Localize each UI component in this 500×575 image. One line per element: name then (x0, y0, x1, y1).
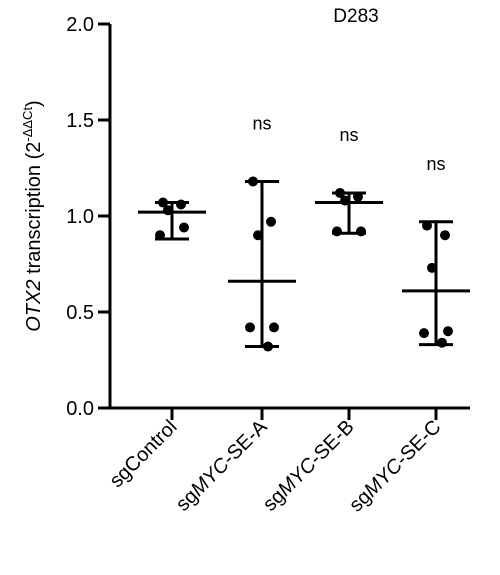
data-point (269, 322, 279, 333)
x-tick-label: sgMYC-SE-A (172, 416, 272, 516)
y-axis-label-gene: OTX2 (23, 279, 45, 331)
y-axis-label-close: ) (23, 100, 45, 107)
x-tick-label: sgMYC-SE-B (259, 416, 359, 516)
data-point (419, 328, 429, 339)
data-group: ns (402, 154, 470, 348)
x-tick-label: sgControl (105, 416, 181, 492)
data-point (263, 341, 273, 352)
y-tick-label: 2.0 (66, 14, 94, 36)
data-group (138, 197, 206, 241)
significance-label: ns (339, 125, 358, 145)
svg-text:OTX2 transcription (2-ΔΔCt): OTX2 transcription (2-ΔΔCt) (20, 100, 45, 331)
y-tick-label: 0.5 (66, 302, 94, 324)
data-point (179, 222, 189, 233)
y-axis-label-text: transcription (2 (23, 142, 45, 280)
y-axis-label-exponent: -ΔΔCt (20, 107, 35, 142)
significance-label: ns (426, 154, 445, 174)
data-point (422, 220, 432, 231)
data-point (437, 337, 447, 348)
data-point (440, 230, 450, 241)
data-point (176, 199, 186, 210)
data-point (266, 216, 276, 227)
data-group: ns (315, 125, 383, 237)
y-tick-label: 0.0 (66, 398, 94, 420)
x-tick-label: sgMYC-SE-C (345, 416, 445, 516)
data-groups: ns ns ns (138, 113, 470, 352)
y-axis-label: OTX2 transcription (2-ΔΔCt) (20, 100, 45, 331)
data-point (163, 205, 173, 216)
data-point (427, 262, 437, 273)
data-point (253, 230, 263, 241)
data-point (332, 226, 342, 237)
data-point (245, 322, 255, 333)
data-point (340, 195, 350, 206)
significance-label: ns (252, 113, 271, 133)
data-point (356, 226, 366, 237)
data-point (155, 230, 165, 241)
data-point (248, 176, 258, 187)
data-point (335, 187, 345, 198)
x-axis (108, 406, 470, 420)
y-tick-label: 1.5 (66, 110, 94, 132)
data-point (353, 191, 363, 202)
y-axis: 0.0 0.5 1.0 1.5 2.0 (66, 14, 112, 420)
chart-title: D283 (333, 6, 378, 27)
data-group: ns (228, 113, 296, 352)
data-point (443, 326, 453, 337)
y-tick-label: 1.0 (66, 206, 94, 228)
data-point (158, 197, 168, 208)
